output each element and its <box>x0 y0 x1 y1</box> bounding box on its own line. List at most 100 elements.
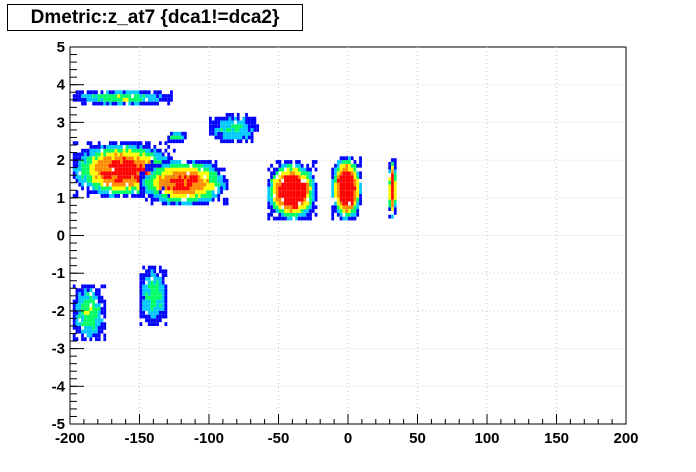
heatmap-cell <box>145 171 148 176</box>
heatmap-cell <box>145 269 148 274</box>
heatmap-cell <box>345 194 348 198</box>
heatmap-cell <box>131 171 134 176</box>
heatmap-cell <box>164 160 168 164</box>
heatmap-cell <box>222 124 226 129</box>
heatmap-cell <box>95 288 98 293</box>
heatmap-cell <box>339 167 343 172</box>
heatmap-cell <box>142 171 146 176</box>
heatmap-cell <box>203 178 207 183</box>
heatmap-cell <box>311 178 315 183</box>
heatmap-cell <box>295 201 298 206</box>
heatmap-cell <box>128 175 132 179</box>
heatmap-cell <box>183 201 187 206</box>
heatmap-cell <box>345 212 348 217</box>
heatmap-cell <box>86 333 90 338</box>
heatmap-cell <box>83 307 87 311</box>
heatmap-cell <box>284 201 287 206</box>
heatmap-cell <box>334 182 337 187</box>
heatmap-cell <box>114 167 118 172</box>
heatmap-cell <box>136 167 140 172</box>
heatmap-cell <box>117 152 121 157</box>
heatmap-cell <box>250 116 254 121</box>
heatmap-cell <box>117 194 121 198</box>
heatmap-cell <box>75 152 79 157</box>
heatmap-cell <box>200 186 204 191</box>
heatmap-cell <box>253 128 257 132</box>
heatmap-cell <box>122 163 126 168</box>
heatmap-cell <box>167 186 171 191</box>
heatmap-cell <box>81 310 84 315</box>
heatmap-cell <box>289 205 293 210</box>
heatmap-cell <box>167 178 171 183</box>
x-tick-label: -100 <box>194 430 224 447</box>
heatmap-cell <box>142 310 146 315</box>
heatmap-cell <box>197 194 201 198</box>
heatmap-cell <box>164 314 168 319</box>
heatmap-cell <box>211 124 215 129</box>
heatmap-cell <box>117 171 121 176</box>
heatmap-cell <box>186 160 190 164</box>
heatmap-cell <box>86 186 90 191</box>
heatmap-cell <box>167 163 171 168</box>
heatmap-cell <box>222 128 226 132</box>
heatmap-cell <box>133 167 137 172</box>
heatmap-cell <box>393 207 397 211</box>
heatmap-cell <box>145 303 148 308</box>
heatmap-cell <box>239 139 243 144</box>
heatmap-cell <box>128 101 132 106</box>
heatmap-cell <box>100 156 104 161</box>
heatmap-cell <box>189 178 193 183</box>
heatmap-cell <box>89 299 93 304</box>
heatmap-cell <box>178 167 182 172</box>
heatmap-cell <box>150 280 154 285</box>
heatmap-cell <box>311 163 315 168</box>
heatmap-cell <box>225 135 229 140</box>
heatmap-cell <box>158 295 162 300</box>
heatmap-cell <box>153 318 157 323</box>
heatmap-cell <box>97 310 101 315</box>
heatmap-cell <box>297 197 301 202</box>
heatmap-cell <box>89 97 93 102</box>
heatmap-cell <box>97 295 101 300</box>
heatmap-cell <box>281 209 285 213</box>
heatmap-cell <box>161 194 165 198</box>
heatmap-cell <box>353 175 357 179</box>
heatmap-cell <box>103 160 107 164</box>
heatmap-cell <box>353 190 357 195</box>
heatmap-cell <box>186 186 190 191</box>
heatmap-cell <box>120 94 123 98</box>
heatmap-cell <box>336 209 340 213</box>
heatmap-cell <box>356 178 360 183</box>
heatmap-cell <box>348 178 351 183</box>
heatmap-cell <box>158 318 162 323</box>
heatmap-cell <box>311 175 315 179</box>
heatmap-cell <box>108 163 112 168</box>
heatmap-cell <box>286 190 290 195</box>
heatmap-cell <box>75 167 79 172</box>
heatmap-cell <box>100 299 104 304</box>
heatmap-cell <box>178 190 182 195</box>
heatmap-cell <box>234 135 237 140</box>
heatmap-cell <box>209 160 212 164</box>
heatmap-cell <box>353 186 357 191</box>
heatmap-cell <box>345 167 348 172</box>
heatmap-cell <box>72 175 76 179</box>
heatmap-cell <box>142 182 146 187</box>
heatmap-cell <box>147 322 151 326</box>
heatmap-cell <box>286 205 290 210</box>
heatmap-cell <box>106 152 109 157</box>
heatmap-cell <box>348 163 351 168</box>
heatmap-cell <box>342 182 346 187</box>
heatmap-cell <box>164 171 168 176</box>
heatmap-cell <box>83 295 87 300</box>
heatmap-cell <box>83 160 87 164</box>
heatmap-cell <box>97 171 101 176</box>
heatmap-cell <box>86 190 90 195</box>
heatmap-cell <box>278 167 282 172</box>
heatmap-cell <box>245 116 248 121</box>
heatmap-cell <box>336 182 340 187</box>
heatmap-cell <box>331 186 335 191</box>
heatmap-cell <box>131 101 134 106</box>
heatmap-cell <box>388 180 392 185</box>
heatmap-cell <box>211 197 215 202</box>
